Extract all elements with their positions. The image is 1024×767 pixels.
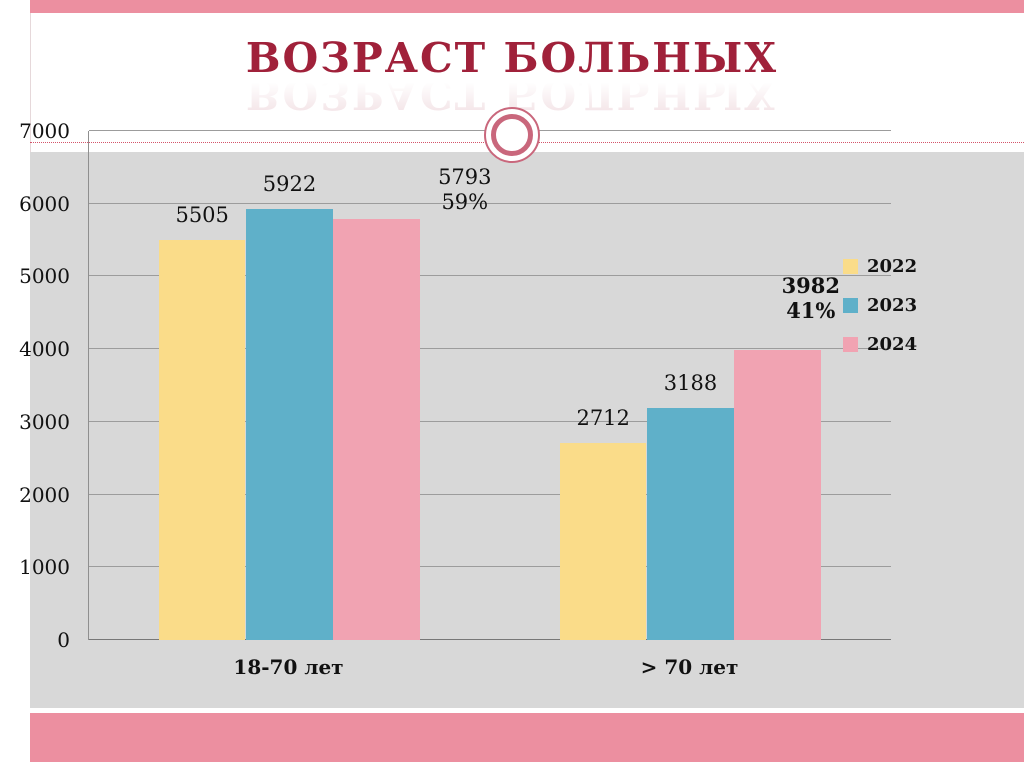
bar-value-label-2023-cat1: 3188 xyxy=(663,371,718,396)
y-axis-tick-label: 7000 xyxy=(19,119,70,143)
bar-2023-cat1 xyxy=(646,408,734,640)
top-accent-strip xyxy=(30,0,1024,13)
gridline-2000 xyxy=(89,493,891,495)
y-axis-tick-label: 2000 xyxy=(19,482,70,507)
x-axis-category-label-0: 18-70 лет xyxy=(233,655,344,679)
gridline-4000 xyxy=(89,348,891,350)
bar-2024-cat0 xyxy=(333,218,420,640)
bar-percentage: 59% xyxy=(441,189,489,214)
legend-label-2024: 2024 xyxy=(867,334,918,355)
legend-swatch-2023 xyxy=(843,298,858,313)
y-axis-tick-label: 1000 xyxy=(19,555,70,580)
legend: 2022 2023 2024 xyxy=(843,256,918,376)
x-axis-category-label-1: > 70 лет xyxy=(640,655,739,679)
decorative-ring-inner xyxy=(491,114,533,156)
legend-swatch-2024 xyxy=(843,337,858,352)
bar-value-label-2022-cat0: 5505 xyxy=(175,202,229,227)
slide-title: ВОЗРАСТ БОЛЬНЫХ xyxy=(245,34,779,82)
bar-2024-cat1 xyxy=(734,350,821,640)
decorative-ring-icon xyxy=(484,107,540,163)
legend-item-2024: 2024 xyxy=(843,334,918,355)
gridline-5000 xyxy=(89,275,891,277)
bar-2022-cat1 xyxy=(559,442,647,640)
bar-value: 3982 xyxy=(781,273,841,299)
y-axis-tick-label: 4000 xyxy=(19,337,70,362)
plot-area: 5505 2712 5922 3188 5793 59% 3982 41% xyxy=(88,130,891,640)
left-border-line xyxy=(30,13,31,152)
bar-percentage: 41% xyxy=(786,298,836,324)
bar-value: 5793 xyxy=(438,164,492,189)
y-axis-tick-label: 6000 xyxy=(19,191,70,216)
y-axis-tick-label: 5000 xyxy=(19,264,70,289)
y-axis-tick-label: 0 xyxy=(57,628,70,652)
gridline-3000 xyxy=(89,420,891,422)
gridline-0 xyxy=(89,639,891,640)
bar-value-label-2023-cat0: 5922 xyxy=(262,172,317,197)
legend-label-2023: 2023 xyxy=(867,295,918,316)
legend-item-2023: 2023 xyxy=(843,295,918,316)
legend-label-2022: 2022 xyxy=(867,256,918,277)
title-area: ВОЗРАСТ БОЛЬНЫХ ВОЗРАСТ БОЛЬНЫХ xyxy=(0,34,1024,118)
bar-value-label-2024-cat0: 5793 59% xyxy=(438,165,491,215)
y-axis: 0 1000 2000 3000 4000 5000 6000 7000 xyxy=(0,119,80,652)
bar-2023-cat0 xyxy=(245,209,333,640)
gridline-6000 xyxy=(89,202,891,204)
legend-swatch-2022 xyxy=(843,259,858,274)
bar-2022-cat0 xyxy=(158,239,246,640)
gridline-1000 xyxy=(89,566,891,568)
legend-item-2022: 2022 xyxy=(843,256,918,277)
y-axis-tick-label: 3000 xyxy=(19,409,70,434)
x-axis: 18-70 лет > 70 лет xyxy=(88,655,890,685)
bottom-accent-strip xyxy=(30,713,1024,762)
bar-value-label-2022-cat1: 2712 xyxy=(576,405,630,430)
bar-value-label-2024-cat1: 3982 41% xyxy=(782,273,840,323)
